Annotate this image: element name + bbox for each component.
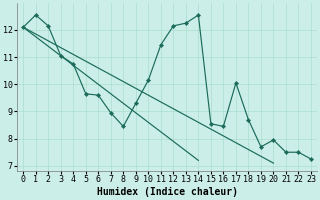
X-axis label: Humidex (Indice chaleur): Humidex (Indice chaleur) <box>97 187 237 197</box>
